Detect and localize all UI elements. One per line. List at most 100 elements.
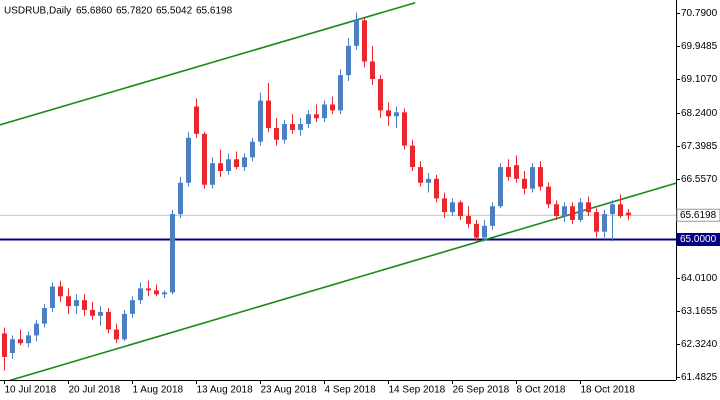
x-tick-label: 14 Sep 2018 [389, 385, 446, 396]
candle-body [362, 20, 367, 62]
candle-body [26, 335, 31, 344]
price-label: 65.6198 [680, 210, 717, 221]
candle-body [610, 204, 615, 215]
price-label-box [676, 208, 720, 222]
candle-body [266, 100, 271, 128]
candle-body [594, 212, 599, 232]
candle-body [530, 167, 535, 189]
candle-body [170, 214, 175, 293]
candle-body [538, 167, 543, 187]
candle-body [218, 163, 223, 172]
quote-close: 65.6198 [196, 6, 233, 17]
candle-body [570, 206, 575, 220]
candle-body [554, 204, 559, 217]
candle-body [418, 167, 423, 183]
candle-body [114, 329, 119, 340]
x-tick-label: 20 Jul 2018 [69, 385, 121, 396]
candle-body [10, 339, 15, 353]
x-tick-label: 26 Sep 2018 [453, 385, 510, 396]
candle-body [546, 186, 551, 205]
candle-body [234, 159, 239, 168]
candle-body [618, 204, 623, 217]
candle-body [34, 323, 39, 336]
x-tick-label: 4 Sep 2018 [325, 385, 377, 396]
candle-body [602, 214, 607, 232]
candle-body [210, 163, 215, 185]
candle-body [242, 157, 247, 168]
candle-body [506, 167, 511, 177]
candle-body [138, 288, 143, 301]
candle-body [154, 290, 159, 295]
candle-body [186, 137, 191, 183]
x-tick-label: 8 Oct 2018 [517, 385, 566, 396]
candle-body [442, 198, 447, 213]
axes: 70.7900 69.9485 69.1070 68.2400 67.3985 66.55… [4, 8, 720, 396]
y-tick-label: 68.2400 [681, 108, 718, 119]
x-tick-label: 13 Aug 2018 [197, 385, 254, 396]
candle-body [466, 216, 471, 224]
candle-body [578, 202, 583, 220]
quote-low: 65.5042 [156, 6, 193, 17]
candle-body [626, 212, 631, 216]
candle-body [18, 339, 23, 344]
candle-body [330, 104, 335, 111]
candle-body [42, 307, 47, 324]
candle-body [290, 124, 295, 130]
y-tick-label: 61.4825 [681, 372, 718, 383]
candle-body [450, 202, 455, 213]
candle-body [378, 79, 383, 111]
x-tick-label: 10 Jul 2018 [5, 385, 57, 396]
price-label: 65.0000 [680, 234, 717, 245]
candle-body [394, 112, 399, 117]
y-tick-label: 64.0100 [681, 273, 718, 284]
candle-body [354, 20, 359, 46]
candle-body [482, 225, 487, 238]
candle-body [370, 61, 375, 80]
candle-body [90, 309, 95, 316]
candle-body [514, 165, 519, 179]
x-tick-label: 1 Aug 2018 [133, 385, 184, 396]
plot-area [0, 1, 676, 380]
y-tick-label: 67.3985 [681, 141, 718, 152]
y-tick-label: 63.1655 [681, 306, 718, 317]
candle-body [402, 112, 407, 146]
price-label-box [676, 233, 720, 247]
candle-body [2, 333, 7, 357]
candle-body [226, 159, 231, 172]
candle-body [202, 133, 207, 185]
candle-body [50, 286, 55, 308]
candle-body [250, 141, 255, 158]
trend-line [0, 1, 416, 126]
quote-open: 65.6860 [76, 6, 113, 17]
candle-body [426, 178, 431, 183]
candle-body [338, 75, 343, 111]
y-tick-label: 66.5570 [681, 174, 718, 185]
candle-body [66, 296, 71, 307]
candle-body [314, 114, 319, 119]
y-tick-label: 70.7900 [681, 8, 718, 19]
symbol-title: USDRUB,Daily [4, 6, 71, 17]
candle-body [562, 206, 567, 217]
x-tick-label: 23 Aug 2018 [261, 385, 318, 396]
candle-body [458, 202, 463, 217]
candle-body [282, 124, 287, 140]
quote-high: 65.7820 [116, 6, 153, 17]
candle-body [106, 311, 111, 330]
y-tick-label: 62.3240 [681, 339, 718, 350]
candle-body [258, 100, 263, 142]
candle-body [82, 300, 87, 310]
candle-body [274, 127, 279, 140]
candle-body [322, 104, 327, 119]
candle-body [130, 300, 135, 314]
candle-body [178, 182, 183, 215]
y-tick-label: 69.1070 [681, 74, 718, 85]
candle-body [194, 106, 199, 134]
candle-body [386, 110, 391, 117]
candle-body [298, 124, 303, 130]
candle-body [162, 292, 167, 295]
candle-body [74, 300, 79, 307]
candle-body [490, 206, 495, 226]
candle-body [522, 178, 527, 189]
